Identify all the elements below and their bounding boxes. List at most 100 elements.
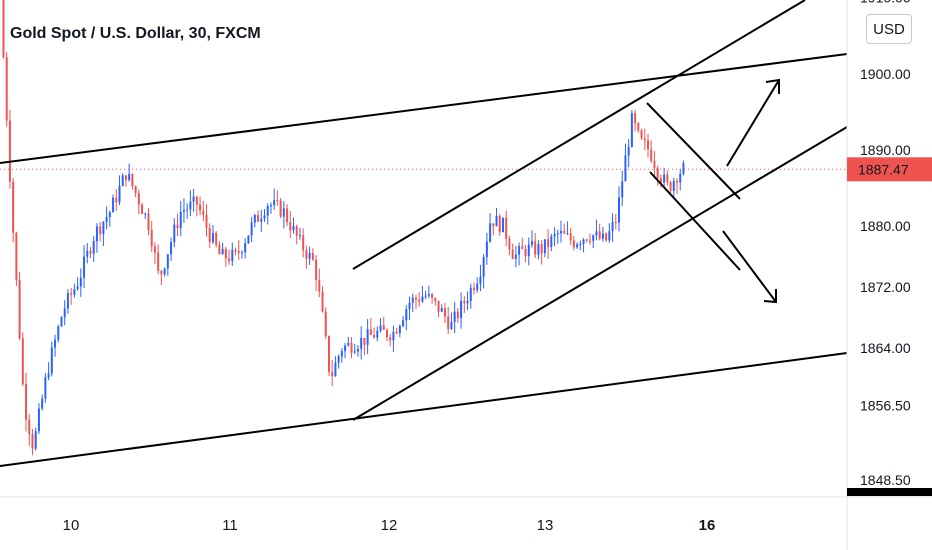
chart-title: Gold Spot / U.S. Dollar, 30, FXCM bbox=[10, 25, 261, 42]
candle-body bbox=[170, 242, 173, 255]
candle-body bbox=[582, 239, 585, 244]
candle-body bbox=[411, 297, 414, 303]
candle-body bbox=[482, 257, 485, 277]
candle-body bbox=[124, 175, 127, 181]
candle-body bbox=[176, 224, 179, 229]
candle-body bbox=[153, 246, 156, 253]
candle-body bbox=[250, 222, 253, 236]
candle-body bbox=[66, 293, 69, 309]
candle-body bbox=[431, 294, 434, 299]
candle-body bbox=[588, 240, 591, 242]
candle-body bbox=[18, 279, 21, 339]
candle-body bbox=[192, 196, 195, 202]
trendline[interactable] bbox=[0, 53, 848, 164]
candle-body bbox=[173, 224, 176, 243]
candle-body bbox=[231, 249, 234, 262]
candle-body bbox=[240, 252, 243, 254]
candle-body bbox=[617, 197, 620, 223]
candle-body bbox=[157, 252, 160, 272]
candle-body bbox=[237, 251, 240, 253]
candle-body bbox=[25, 384, 28, 420]
candle-body bbox=[2, 0, 5, 58]
candle-body bbox=[102, 222, 105, 234]
candle-body bbox=[611, 221, 614, 232]
candle-body bbox=[28, 419, 31, 435]
candle-body bbox=[350, 342, 353, 353]
candle-body bbox=[408, 302, 411, 310]
candle-body bbox=[418, 299, 421, 302]
candle-body bbox=[608, 231, 611, 241]
current-price-label: 1887.47 bbox=[847, 157, 932, 182]
candle-body bbox=[134, 186, 137, 193]
candle-body bbox=[630, 113, 633, 147]
candle-body bbox=[534, 241, 537, 255]
candle-body bbox=[324, 311, 327, 337]
currency-button[interactable]: USD bbox=[866, 14, 912, 44]
trendline[interactable] bbox=[722, 230, 777, 303]
candle-body bbox=[682, 163, 685, 174]
candle-body bbox=[315, 259, 318, 280]
price-axis[interactable]: 1910.00 1900.00 1890.00 1880.00 1872.00 1864.… bbox=[847, 0, 932, 496]
candle-body bbox=[366, 329, 369, 345]
trendline[interactable] bbox=[646, 102, 741, 200]
candle-body bbox=[524, 249, 527, 257]
candle-body bbox=[485, 241, 488, 258]
candle-body bbox=[595, 231, 598, 236]
candle-body bbox=[518, 246, 521, 255]
candle-body bbox=[592, 235, 595, 241]
trendline[interactable] bbox=[649, 171, 741, 271]
candle-body bbox=[627, 146, 630, 156]
candle-body bbox=[476, 283, 479, 290]
time-axis[interactable]: 10 11 12 13 16 bbox=[63, 517, 716, 534]
candle-body bbox=[676, 181, 679, 183]
candle-body bbox=[437, 300, 440, 312]
candle-body bbox=[118, 185, 121, 203]
candle-body bbox=[112, 197, 115, 213]
candle-body bbox=[614, 221, 617, 223]
candle-body bbox=[543, 239, 546, 254]
candle-body bbox=[530, 241, 533, 245]
candle-body bbox=[34, 431, 37, 449]
candle-body bbox=[286, 208, 289, 223]
candle-body bbox=[663, 174, 666, 183]
candle-body bbox=[605, 233, 608, 241]
candle-body bbox=[447, 316, 450, 329]
candle-body bbox=[105, 217, 108, 223]
candle-body bbox=[472, 287, 475, 290]
candle-body bbox=[95, 226, 98, 242]
candle-body bbox=[511, 249, 514, 259]
candle-body bbox=[21, 338, 24, 385]
candle-body bbox=[289, 222, 292, 231]
trendline[interactable] bbox=[0, 352, 848, 467]
y-tick-label: 1880.00 bbox=[860, 218, 911, 234]
candle-body bbox=[334, 362, 337, 377]
trendline[interactable] bbox=[726, 79, 780, 167]
candle-body bbox=[128, 173, 131, 181]
candle-body bbox=[12, 181, 15, 233]
trendline[interactable] bbox=[352, 0, 806, 270]
candle-body bbox=[70, 293, 73, 295]
candle-body bbox=[402, 320, 405, 327]
candle-body bbox=[479, 276, 482, 284]
candle-body bbox=[292, 226, 295, 231]
candle-body bbox=[218, 245, 221, 255]
arrow-head-icon bbox=[763, 289, 777, 304]
candle-body bbox=[579, 243, 582, 245]
candle-body bbox=[337, 356, 340, 363]
candle-body bbox=[569, 233, 572, 241]
candle-body bbox=[202, 210, 205, 215]
candle-body bbox=[669, 182, 672, 191]
trendline[interactable] bbox=[352, 126, 848, 421]
candle-body bbox=[634, 113, 637, 124]
candle-body bbox=[440, 308, 443, 312]
trendline-drawings bbox=[0, 0, 848, 467]
candle-body bbox=[421, 296, 424, 302]
candle-body bbox=[115, 197, 118, 203]
candle-body bbox=[234, 249, 237, 252]
candle-body bbox=[208, 227, 211, 243]
candle-body bbox=[572, 240, 575, 248]
candle-body bbox=[395, 332, 398, 334]
candle-body bbox=[50, 347, 53, 374]
candle-body bbox=[556, 233, 559, 235]
